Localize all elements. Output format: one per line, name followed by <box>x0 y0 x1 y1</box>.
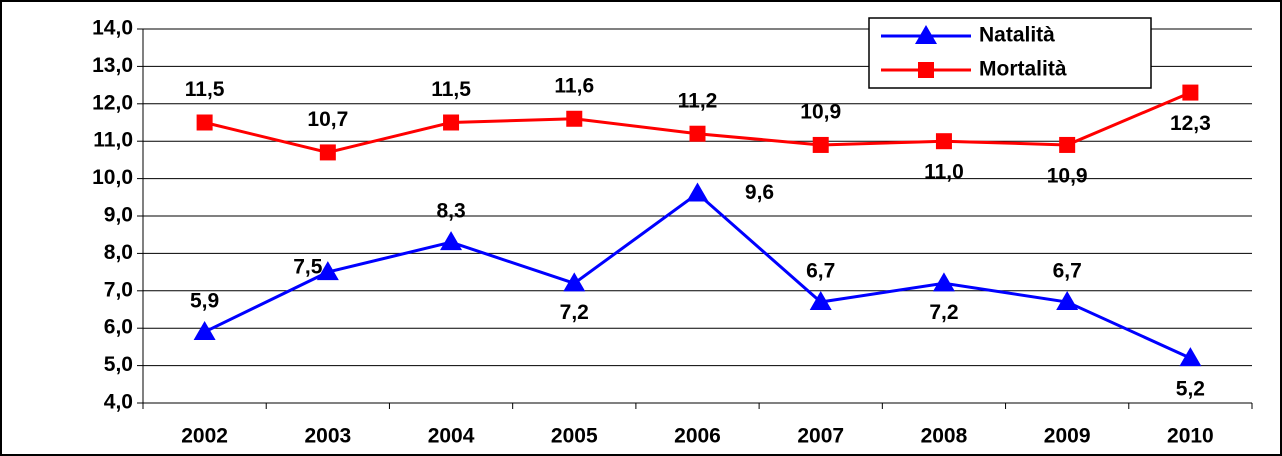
point-marker <box>918 62 934 78</box>
point-marker <box>1179 347 1202 367</box>
y-tick-label: 10,0 <box>92 166 133 189</box>
point-marker <box>563 272 586 292</box>
point-marker <box>316 261 339 281</box>
data-label: 5,2 <box>1176 378 1205 401</box>
data-label: 10,9 <box>1047 164 1088 187</box>
y-tick-label: 8,0 <box>104 241 133 264</box>
data-label: 10,7 <box>307 108 348 131</box>
point-marker <box>193 320 216 340</box>
data-label: 7,5 <box>293 256 323 279</box>
x-tick-label: 2006 <box>674 425 721 448</box>
point-marker <box>1182 84 1199 101</box>
y-tick-label: 4,0 <box>104 391 133 414</box>
point-marker <box>196 114 213 131</box>
data-label: 10,9 <box>800 100 841 123</box>
x-tick-label: 2010 <box>1167 425 1214 448</box>
point-marker <box>319 144 336 161</box>
x-tick-label: 2007 <box>797 425 844 448</box>
data-label: 11,5 <box>185 78 225 101</box>
data-label: 12,3 <box>1170 112 1211 135</box>
data-label: 7,2 <box>929 301 958 324</box>
data-label: 11,5 <box>431 78 471 101</box>
point-marker <box>1059 136 1076 153</box>
data-label: 6,7 <box>1053 260 1082 283</box>
data-label: 11,2 <box>678 89 718 112</box>
legend-box <box>868 17 1152 89</box>
x-tick-label: 2008 <box>921 425 968 448</box>
y-tick-label: 14,0 <box>92 17 133 40</box>
x-tick-label: 2009 <box>1044 425 1091 448</box>
data-label: 7,2 <box>560 301 589 324</box>
point-marker <box>566 110 583 127</box>
y-tick-label: 12,0 <box>92 91 133 114</box>
point-marker <box>1056 291 1079 311</box>
y-tick-label: 6,0 <box>104 316 133 339</box>
point-marker <box>443 114 460 131</box>
legend-label: Natalità <box>979 24 1055 47</box>
point-marker <box>440 231 463 251</box>
data-label: 11,6 <box>554 74 594 97</box>
point-marker <box>689 125 706 142</box>
y-tick-label: 7,0 <box>104 278 133 301</box>
x-tick-label: 2003 <box>304 425 351 448</box>
x-tick-label: 2004 <box>428 425 475 448</box>
data-label: 6,7 <box>806 260 835 283</box>
point-marker <box>915 25 937 44</box>
data-label: 9,6 <box>745 181 774 204</box>
legend-label: Mortalità <box>979 58 1067 81</box>
y-tick-label: 5,0 <box>104 353 133 376</box>
y-tick-label: 9,0 <box>104 204 133 227</box>
data-label: 11,0 <box>924 161 964 184</box>
y-tick-label: 11,0 <box>93 129 133 152</box>
y-tick-label: 13,0 <box>92 54 133 77</box>
point-marker <box>932 272 955 292</box>
point-marker <box>686 182 709 202</box>
point-marker <box>935 133 952 150</box>
data-label: 5,9 <box>190 289 219 312</box>
x-tick-label: 2002 <box>181 425 228 448</box>
point-marker <box>812 136 829 153</box>
x-tick-label: 2005 <box>551 425 598 448</box>
data-label: 8,3 <box>436 200 465 223</box>
point-marker <box>809 291 832 311</box>
